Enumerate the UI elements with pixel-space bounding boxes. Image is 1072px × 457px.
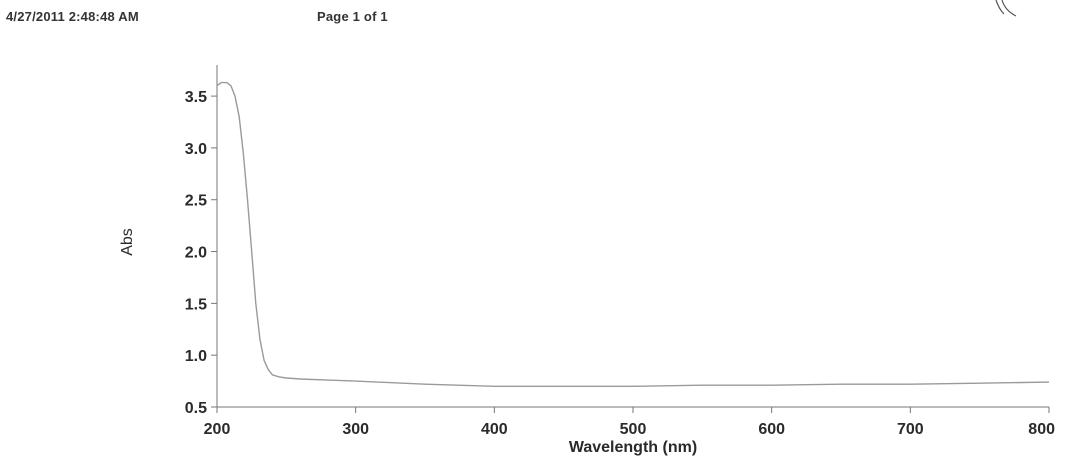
- y-axis-ticks: 0.5 1.0 1.5 2.0 2.5 3.0 3.5: [185, 89, 217, 417]
- y-tick-label: 2.0: [185, 245, 207, 262]
- chart-axes: [216, 65, 1049, 408]
- y-tick-label: 1.5: [185, 296, 207, 313]
- x-tick-label: 600: [758, 421, 785, 438]
- y-tick-label: 3.5: [185, 89, 207, 106]
- x-tick-label: 200: [204, 421, 231, 438]
- y-tick-label: 2.5: [185, 193, 207, 210]
- y-tick-label: 1.0: [185, 348, 207, 365]
- x-tick-label: 700: [897, 421, 924, 438]
- y-tick-label: 0.5: [185, 400, 207, 417]
- x-tick-label: 800: [1028, 421, 1055, 438]
- x-tick-label: 500: [620, 421, 647, 438]
- page-header: 4/27/2011 2:48:48 AM Page 1 of 1: [6, 9, 388, 24]
- page-number: Page 1 of 1: [317, 9, 388, 24]
- x-axis-ticks: 200 300 400 500 600 700 800: [204, 407, 1055, 438]
- x-tick-label: 400: [481, 421, 508, 438]
- x-tick-label: 300: [342, 421, 369, 438]
- y-axis-title: Abs: [119, 228, 136, 256]
- x-axis-title: Wavelength (nm): [569, 439, 697, 456]
- handwritten-mark: [995, 0, 1017, 17]
- y-tick-label: 3.0: [185, 141, 207, 158]
- absorbance-series-line: [216, 81, 1050, 387]
- print-timestamp: 4/27/2011 2:48:48 AM: [6, 9, 139, 24]
